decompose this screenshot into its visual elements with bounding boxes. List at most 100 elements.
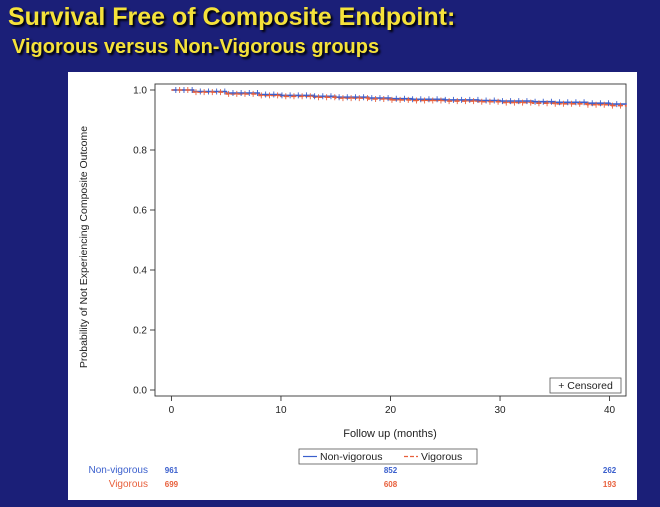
numbers-at-risk-table: Non-vigorous 961 852 262 Vigorous 699 608 193 xyxy=(89,465,617,490)
censor-mark xyxy=(565,99,571,106)
censor-mark xyxy=(263,91,269,98)
censor-mark xyxy=(209,89,215,96)
censor-mark xyxy=(275,92,281,99)
at-risk-value: 699 xyxy=(165,480,179,489)
censor-mark xyxy=(287,92,293,99)
censor-mark xyxy=(560,100,566,107)
censor-mark xyxy=(254,90,260,96)
censor-mark xyxy=(532,98,538,105)
censor-mark xyxy=(177,87,183,93)
censor-mark xyxy=(569,100,575,107)
censor-mark xyxy=(234,90,240,97)
plot-frame xyxy=(154,83,627,397)
x-tick-label: 40 xyxy=(604,405,616,416)
censor-mark xyxy=(250,90,256,97)
censor-mark xyxy=(577,100,583,107)
censor-mark xyxy=(364,95,370,102)
legend-label-vigorous: Vigorous xyxy=(421,451,462,463)
censor-mark xyxy=(540,98,546,105)
censor-mark xyxy=(242,90,248,97)
censor-mark xyxy=(201,89,207,96)
slide-subtitle: Vigorous versus Non-Vigorous groups xyxy=(12,36,380,58)
censor-mark xyxy=(483,97,489,104)
censor-mark xyxy=(348,95,354,102)
censor-mark xyxy=(389,96,395,103)
censor-mark xyxy=(246,90,252,96)
censor-mark xyxy=(361,94,367,101)
censor-mark xyxy=(283,93,289,100)
y-tick-label: 0.8 xyxy=(133,146,147,157)
x-tick-label: 10 xyxy=(275,405,287,416)
y-tick-label: 0.0 xyxy=(133,386,147,397)
censor-mark xyxy=(197,88,203,95)
censor-mark xyxy=(401,95,407,102)
censor-mark xyxy=(266,92,272,99)
censor-mark xyxy=(606,100,612,107)
y-tick-label: 0.6 xyxy=(133,206,147,217)
censor-mark xyxy=(479,98,485,105)
y-tick-label: 1.0 xyxy=(133,86,147,97)
censor-mark xyxy=(393,95,399,102)
censor-mark xyxy=(340,95,346,102)
at-risk-value: 608 xyxy=(384,480,398,489)
censor-mark xyxy=(589,100,595,107)
x-tick-label: 20 xyxy=(385,405,397,416)
censor-mark xyxy=(544,100,550,107)
censored-legend-label: + Censored xyxy=(558,380,613,392)
censor-mark xyxy=(434,96,440,103)
censor-mark xyxy=(344,94,350,101)
y-tick-label: 0.4 xyxy=(133,266,147,277)
censor-mark xyxy=(185,87,191,93)
censor-mark xyxy=(205,88,211,95)
censor-mark xyxy=(446,98,452,105)
censor-mark xyxy=(528,99,534,106)
censor-mark xyxy=(495,98,501,105)
censor-mark xyxy=(356,95,362,102)
censor-mark xyxy=(397,96,403,103)
censor-mark xyxy=(557,99,563,106)
censor-mark xyxy=(618,102,624,109)
censor-mark xyxy=(573,99,579,106)
censor-mark xyxy=(279,92,285,99)
series-legend: Non-vigorous Vigorous xyxy=(298,448,478,465)
censor-mark xyxy=(315,94,321,101)
censor-mark xyxy=(217,89,223,96)
censor-mark xyxy=(508,98,514,105)
at-risk-value: 262 xyxy=(603,466,617,475)
censor-mark xyxy=(467,96,473,103)
censor-mark xyxy=(324,94,330,101)
censor-mark xyxy=(520,99,526,106)
legend-label-non-vigorous: Non-vigorous xyxy=(320,451,382,463)
y-tick-label: 0.2 xyxy=(133,326,147,337)
at-risk-row-label: Non-vigorous xyxy=(89,465,148,476)
censor-mark xyxy=(369,95,375,102)
censor-mark xyxy=(271,91,277,98)
censor-mark xyxy=(430,97,436,104)
censored-legend: + Censored xyxy=(549,377,622,394)
censor-mark xyxy=(491,97,497,104)
censor-mark xyxy=(373,96,379,102)
censor-mark xyxy=(503,99,509,106)
censor-mark xyxy=(405,96,411,103)
at-risk-value: 961 xyxy=(165,466,179,475)
censor-mark xyxy=(413,97,419,104)
censor-mark xyxy=(410,96,416,103)
censor-mark xyxy=(328,93,334,100)
censor-mark xyxy=(426,96,432,103)
censor-mark xyxy=(422,97,428,104)
at-risk-value: 852 xyxy=(384,466,398,475)
at-risk-row-label: Vigorous xyxy=(109,479,148,490)
censor-mark xyxy=(471,98,477,105)
censor-mark xyxy=(593,101,599,108)
censor-mark xyxy=(511,99,517,106)
censor-mark xyxy=(487,98,493,105)
censor-mark xyxy=(585,101,591,108)
censor-mark xyxy=(442,96,448,103)
censor-mark xyxy=(238,90,244,96)
censor-mark xyxy=(516,98,522,105)
censor-mark xyxy=(475,96,481,103)
censor-mark xyxy=(462,98,468,105)
censor-mark xyxy=(597,100,603,107)
censor-mark xyxy=(536,100,542,107)
